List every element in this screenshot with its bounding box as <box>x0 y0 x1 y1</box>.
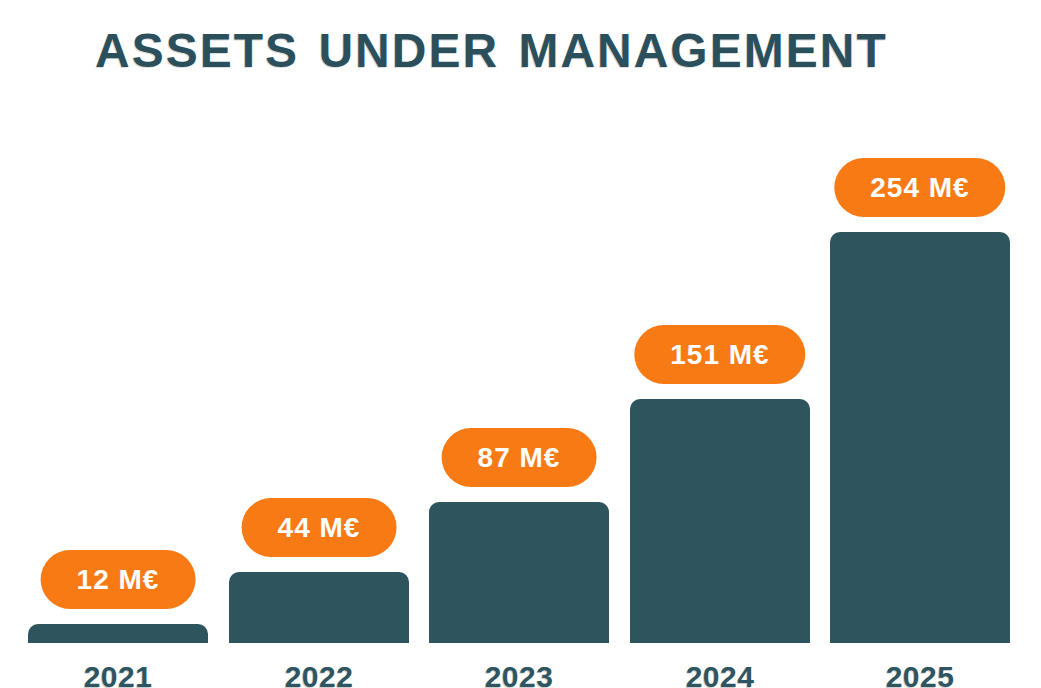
value-label-pill: 254 M€ <box>834 158 1005 217</box>
value-label-pill: 12 M€ <box>41 550 196 609</box>
value-label-pill: 87 M€ <box>442 428 597 487</box>
plot-area: 12 M€ 2021 44 M€ 2022 87 M€ 2023 151 M€ 2024 254… <box>0 0 1041 688</box>
bar <box>229 572 409 643</box>
x-axis-label: 2022 <box>229 661 409 688</box>
bar <box>830 232 1010 643</box>
bar <box>28 624 208 643</box>
value-label-pill: 44 M€ <box>242 498 397 557</box>
bar <box>429 502 609 643</box>
aum-bar-chart: ASSETS UNDER MANAGEMENT 12 M€202144 M€20… <box>0 0 1041 688</box>
value-label-pill: 151 M€ <box>634 325 805 384</box>
x-axis-label: 2025 <box>830 661 1010 688</box>
bar <box>630 399 810 643</box>
x-axis-label: 2023 <box>429 661 609 688</box>
x-axis-label: 2021 <box>28 661 208 688</box>
x-axis-label: 2024 <box>630 661 810 688</box>
